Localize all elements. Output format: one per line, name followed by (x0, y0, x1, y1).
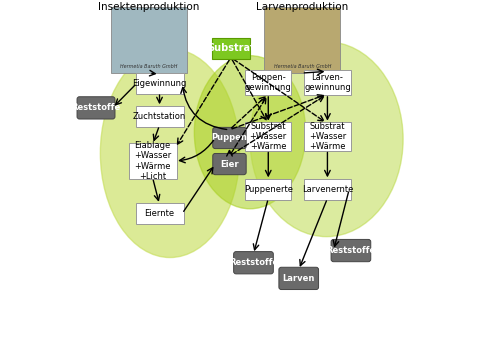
FancyBboxPatch shape (245, 179, 292, 200)
Text: Eier: Eier (220, 160, 239, 168)
Text: Puppen: Puppen (212, 134, 248, 142)
Text: Reststoffe: Reststoffe (326, 246, 376, 255)
FancyBboxPatch shape (136, 203, 184, 224)
Text: Puppen-
gewinnung: Puppen- gewinnung (245, 73, 292, 92)
FancyBboxPatch shape (128, 143, 176, 179)
FancyBboxPatch shape (304, 122, 350, 151)
FancyBboxPatch shape (111, 7, 188, 73)
Text: Reststoffe: Reststoffe (72, 103, 120, 112)
FancyBboxPatch shape (331, 239, 371, 262)
Text: Puppenerte: Puppenerte (244, 185, 293, 194)
Text: Eigewinnung: Eigewinnung (132, 79, 186, 88)
FancyBboxPatch shape (279, 267, 318, 290)
Ellipse shape (100, 49, 239, 258)
Text: Larvenernte: Larvenernte (302, 185, 353, 194)
FancyBboxPatch shape (213, 153, 246, 175)
FancyBboxPatch shape (264, 7, 340, 73)
FancyBboxPatch shape (304, 70, 350, 95)
Text: Eiablage
+Wasser
+Wärme
+Licht: Eiablage +Wasser +Wärme +Licht (134, 141, 171, 181)
Text: Eiernte: Eiernte (144, 209, 174, 218)
Text: Substrat: Substrat (207, 44, 254, 53)
Text: Larven: Larven (282, 274, 315, 283)
FancyBboxPatch shape (304, 179, 350, 200)
FancyBboxPatch shape (245, 70, 292, 95)
Ellipse shape (194, 56, 306, 209)
Text: Substrat
+Wasser
+Wärme: Substrat +Wasser +Wärme (250, 122, 287, 151)
Text: Zuchtstation: Zuchtstation (133, 112, 186, 121)
Text: Substrat
+Wasser
+Wärme: Substrat +Wasser +Wärme (309, 122, 346, 151)
Text: Insektenproduktion: Insektenproduktion (98, 2, 200, 13)
Ellipse shape (250, 42, 403, 237)
FancyBboxPatch shape (213, 127, 246, 149)
Text: Reststoffe: Reststoffe (229, 258, 278, 267)
FancyBboxPatch shape (212, 38, 250, 59)
FancyBboxPatch shape (245, 122, 292, 151)
Text: Larven-
gewinnung: Larven- gewinnung (304, 73, 351, 92)
Text: Hermetia Baruth GmbH: Hermetia Baruth GmbH (120, 64, 178, 69)
Text: Hermetia Baruth GmbH: Hermetia Baruth GmbH (274, 64, 331, 69)
FancyBboxPatch shape (77, 97, 115, 119)
FancyBboxPatch shape (136, 73, 184, 94)
FancyBboxPatch shape (136, 106, 184, 127)
Text: Larvenproduktion: Larvenproduktion (256, 2, 348, 13)
FancyBboxPatch shape (234, 252, 274, 274)
